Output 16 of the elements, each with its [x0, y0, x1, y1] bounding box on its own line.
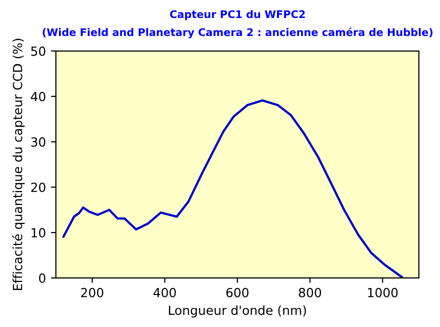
- x-tick-label: 800: [298, 288, 322, 298]
- y-tick-label: 0: [39, 273, 46, 283]
- chart-title: Capteur PC1 du WFPC2: [170, 10, 305, 20]
- x-tick-label: 400: [153, 288, 176, 298]
- chart-subtitle: (Wide Field and Planetary Camera 2 : ancienne caméra de Hubble): [42, 28, 432, 38]
- y-tick-label: 10: [32, 228, 46, 238]
- x-tick-label: 1000: [368, 288, 398, 298]
- y-tick-label: 20: [31, 182, 46, 192]
- y-tick-label: 30: [31, 137, 46, 147]
- y-tick-label: 50: [31, 46, 46, 56]
- x-axis-title: Longueur d'onde (nm): [168, 305, 306, 318]
- x-tick-label: 600: [226, 288, 248, 298]
- line-series: [62, 99, 403, 278]
- y-tick-label: 40: [30, 92, 46, 102]
- y-axis-title: Efficacité quantique du capteur CCD (%): [12, 38, 25, 290]
- x-tick-label: 200: [81, 288, 104, 298]
